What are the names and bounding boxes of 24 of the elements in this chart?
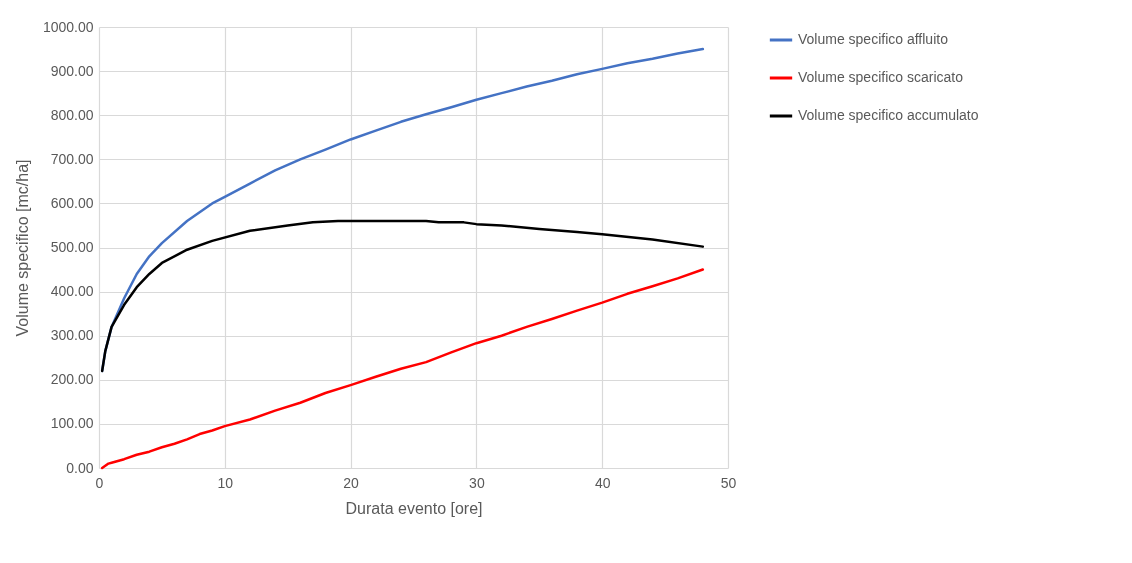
y-tick-label: 800.00 — [50, 106, 94, 123]
y-tick-label: 1000.00 — [42, 18, 94, 35]
y-tick-label: 900.00 — [50, 62, 94, 79]
y-tick-label: 200.00 — [50, 371, 94, 388]
y-tick-label: 400.00 — [50, 283, 94, 300]
y-tick-label: 300.00 — [50, 327, 94, 344]
x-tick-label: 0 — [95, 474, 104, 491]
y-tick-label: 700.00 — [50, 150, 94, 167]
y-axis-title: Volume specifico [mc/ha] — [13, 159, 31, 337]
line-series — [100, 219, 705, 373]
line-series — [100, 268, 705, 470]
legend-label: Volume specifico scaricato — [798, 69, 964, 85]
x-tick-label: 40 — [594, 474, 611, 491]
x-tick-label: 20 — [343, 474, 360, 491]
x-axis-title: Durata evento [ore] — [345, 499, 483, 517]
y-tick-label: 100.00 — [50, 415, 94, 432]
legend-label: Volume specifico accumulato — [798, 107, 979, 123]
legend-label: Volume specifico affluito — [798, 31, 949, 47]
y-tick-label: 500.00 — [50, 239, 94, 255]
y-tick-label: 0.00 — [66, 459, 94, 476]
y-tick-label: 600.00 — [50, 194, 94, 211]
x-tick-label: 30 — [469, 474, 485, 491]
x-tick-label: 10 — [217, 474, 234, 491]
x-tick-label: 50 — [720, 474, 737, 491]
